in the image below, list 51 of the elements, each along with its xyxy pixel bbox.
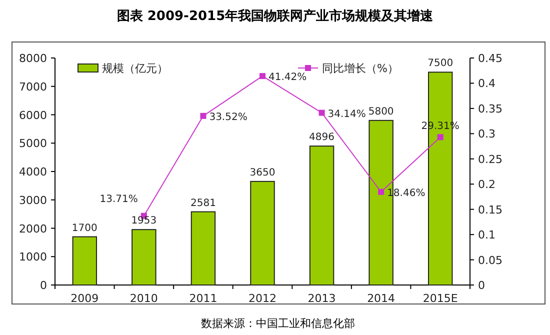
data-label: 2581 [190,198,216,209]
y-tick-label: 7000 [19,80,47,94]
y-tick-label: 6000 [19,108,47,122]
legend-label: 同比增长（%） [322,62,398,75]
x-tick-label: 2010 [130,292,158,305]
y-tick-label: 4000 [19,166,47,178]
point [260,73,266,80]
x-tick-label: 2014 [367,292,396,305]
y2-tick-label: 0.25 [478,152,502,166]
data-label: 41.42% [268,72,307,84]
y-tick-label: 3000 [19,194,47,207]
y-tick-label: 0 [40,279,47,292]
legend-label: 规模（亿元） [102,62,168,75]
data-label: 4896 [309,132,335,144]
point [437,134,444,140]
y-tick-label: 5000 [19,137,47,150]
data-label: 33.52% [209,112,248,123]
y-tick-label: 8000 [19,52,47,65]
y2-tick-label: 0.15 [478,203,502,216]
bar [72,236,97,286]
data-label: 5800 [368,106,394,118]
x-tick-label: 2012 [248,292,276,305]
data-label: 7500 [428,58,454,70]
point [378,188,384,195]
chart-title: 图表 2009-2015年我国物联网产业市场规模及其增速 [116,8,434,24]
x-tick-label: 2011 [189,292,218,305]
y2-tick-label: 0.3 [478,128,496,141]
bar [190,211,216,286]
x-tick-label: 2013 [308,292,336,305]
y2-tick-label: 0.2 [478,178,496,192]
data-label: 13.71% [100,194,138,205]
bar [132,229,156,286]
data-label: 1700 [72,222,98,234]
y2-tick-label: 0.35 [478,102,502,116]
data-label: 34.14% [328,108,366,120]
data-label: 3650 [250,167,276,178]
y2-tick-label: 0.4 [478,77,496,90]
point [318,110,325,116]
y2-tick-label: 0.45 [478,52,502,65]
y-tick-label: 1000 [19,250,47,264]
y2-tick-label: 0 [478,279,485,292]
bar [309,146,334,286]
y-tick-label: 2000 [19,222,47,236]
x-tick-label: 2015E [422,292,458,305]
x-tick-label: 2009 [70,292,99,305]
point [200,112,206,119]
data-label: 1953 [131,216,157,227]
y2-tick-label: 0.05 [478,254,502,267]
y2-tick-label: 0.1 [478,228,496,242]
source-note: 数据来源：中国工业和信息化部 [201,317,355,330]
bar [250,180,275,286]
